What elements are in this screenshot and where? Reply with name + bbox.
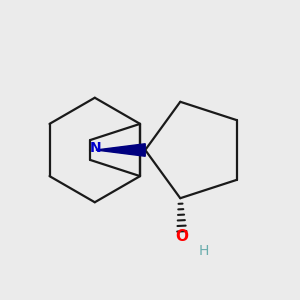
Text: N: N — [90, 141, 102, 155]
Text: O: O — [176, 230, 189, 244]
Text: H: H — [199, 244, 209, 258]
Polygon shape — [96, 144, 145, 156]
